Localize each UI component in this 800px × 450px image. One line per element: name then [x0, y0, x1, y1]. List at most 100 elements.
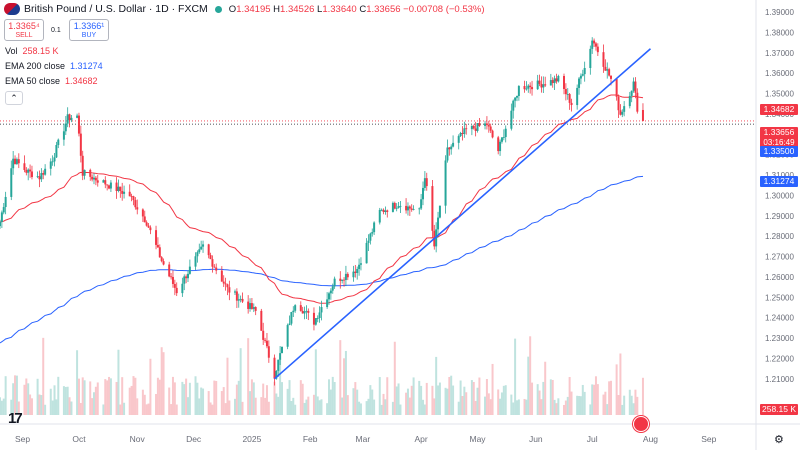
volume-bar: [470, 380, 473, 415]
volume-bar: [433, 398, 436, 415]
volume-bar: [281, 382, 283, 415]
volume-bar: [303, 402, 306, 415]
volume-bar: [30, 398, 33, 415]
candle-body: [384, 210, 387, 213]
volume-bar: [10, 399, 13, 415]
candle-body: [380, 209, 383, 211]
volume-bar: [437, 385, 440, 415]
candle-body: [563, 75, 565, 89]
volume-bar: [581, 384, 584, 415]
volume-bar: [549, 379, 552, 415]
candle-body: [115, 182, 118, 191]
candle-body: [145, 222, 148, 226]
economic-event-flag-icon[interactable]: [633, 416, 649, 432]
volume-bar: [79, 402, 82, 415]
sell-button[interactable]: 1.3365⁴ SELL: [4, 19, 44, 41]
candle-body: [30, 171, 33, 178]
volume-bar: [636, 396, 639, 415]
x-tick-label: Dec: [186, 434, 202, 444]
candle-body: [420, 199, 423, 209]
volume-bar: [27, 383, 30, 415]
candle-body: [213, 266, 216, 268]
ema200-price-tag: 1.31274: [760, 176, 798, 187]
candle-body: [281, 346, 283, 354]
volume-bar: [500, 392, 503, 415]
volume-bar: [102, 404, 105, 415]
volume-bar: [623, 395, 626, 415]
candle-body: [314, 318, 317, 325]
ema200-legend[interactable]: EMA 200 close 1.31274: [5, 61, 103, 71]
volume-bar: [594, 376, 597, 415]
volume-bar: [478, 377, 481, 415]
volume-bar: [544, 361, 547, 415]
candle-body: [386, 210, 389, 212]
volume-bar: [40, 395, 43, 415]
candle-body: [286, 325, 289, 347]
volume-bar: [384, 399, 387, 415]
volume-bar: [461, 395, 464, 415]
candle-body: [525, 88, 528, 90]
candle-body: [593, 40, 596, 44]
volume-bar: [395, 386, 398, 415]
y-tick-label: 1.24000: [765, 314, 794, 323]
volume-legend[interactable]: Vol 258.15 K: [5, 46, 59, 56]
volume-bar: [329, 389, 332, 415]
candle-body: [77, 115, 80, 134]
candle-body: [275, 370, 278, 379]
volume-bar: [141, 389, 144, 415]
volume-bar: [438, 382, 441, 415]
candle-body: [181, 283, 184, 294]
candle-body: [412, 209, 415, 210]
y-tick-label: 1.37000: [765, 49, 794, 58]
candle-body: [96, 180, 99, 183]
candle-body: [38, 176, 41, 180]
ema50-legend[interactable]: EMA 50 close 1.34682: [5, 76, 98, 86]
settings-gear-icon[interactable]: ⚙: [774, 434, 784, 446]
candle-body: [423, 178, 426, 188]
volume-bar: [299, 380, 302, 415]
candle-body: [211, 259, 214, 267]
candle-body: [202, 244, 205, 247]
candle-body: [249, 303, 252, 309]
candle-body: [79, 133, 82, 156]
volume-bar: [81, 377, 84, 415]
candle-body: [634, 81, 637, 93]
volume-bar: [341, 397, 344, 415]
buy-button[interactable]: 1.3366¹ BUY: [69, 19, 109, 41]
volume-bar: [452, 385, 455, 415]
volume-bar: [29, 394, 32, 415]
volume-bar: [12, 383, 15, 415]
candle-body: [463, 128, 466, 134]
volume-bar: [531, 382, 534, 415]
candle-body: [623, 106, 626, 112]
candle-body: [405, 205, 408, 211]
ohlc-readout: O1.34195 H1.34526 L1.33640 C1.33656 −0.0…: [228, 3, 485, 15]
candle-body: [373, 222, 376, 233]
collapse-legend-button[interactable]: ⌃: [5, 91, 23, 105]
candle-body: [478, 123, 481, 126]
volume-bar: [589, 404, 592, 415]
candle-body: [346, 273, 349, 278]
candle-body: [250, 303, 253, 309]
candle-body: [320, 307, 323, 313]
chart-header: British Pound / U.S. Dollar · 1D · FXCM …: [4, 3, 485, 15]
volume-bar: [504, 385, 507, 415]
candle-body: [102, 180, 105, 183]
volume-bar: [463, 386, 466, 415]
candle-body: [328, 293, 330, 300]
candle-body: [117, 186, 120, 191]
volume-bar: [198, 398, 201, 415]
symbol-title[interactable]: British Pound / U.S. Dollar · 1D · FXCM: [24, 3, 208, 15]
volume-bar: [181, 381, 184, 415]
candle-body: [277, 359, 280, 371]
candle-body: [292, 310, 295, 313]
y-tick-label: 1.26000: [765, 273, 794, 282]
candle-body: [418, 208, 421, 210]
volume-bar: [343, 358, 346, 415]
volume-bar: [215, 380, 218, 415]
volume-bar: [160, 347, 163, 415]
candle-body: [175, 287, 178, 294]
candle-body: [279, 353, 282, 360]
volume-bar: [359, 403, 362, 415]
